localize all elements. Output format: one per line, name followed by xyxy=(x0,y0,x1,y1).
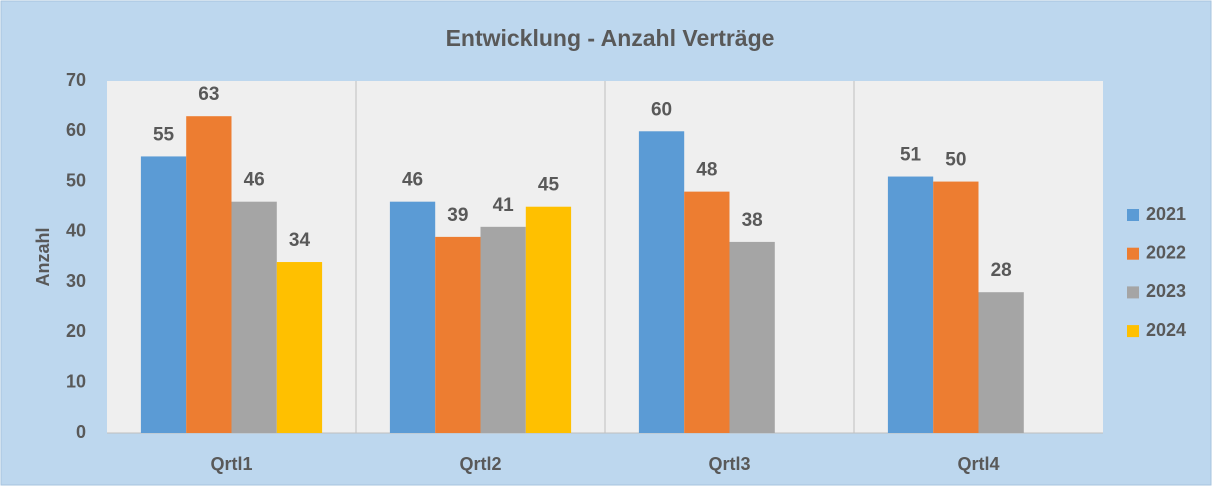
value-label: 48 xyxy=(696,160,717,181)
bar xyxy=(684,191,730,433)
y-axis-label: Anzahl xyxy=(33,227,53,286)
bar xyxy=(186,116,232,433)
value-label: 46 xyxy=(402,170,423,191)
bar xyxy=(978,292,1024,433)
legend-swatch xyxy=(1127,286,1139,299)
legend-swatch xyxy=(1127,209,1139,221)
bar xyxy=(140,156,187,433)
bar xyxy=(389,201,436,433)
bar xyxy=(887,176,934,434)
value-label: 39 xyxy=(447,205,468,226)
x-tick-label: Qrtl2 xyxy=(459,454,501,474)
value-label: 51 xyxy=(900,145,922,166)
y-tick-label: 70 xyxy=(66,70,86,90)
bar xyxy=(638,131,685,434)
bar xyxy=(480,226,526,433)
value-label: 46 xyxy=(244,170,265,191)
bar xyxy=(435,236,481,433)
bar xyxy=(525,206,572,433)
value-label: 63 xyxy=(198,84,219,105)
legend-swatch xyxy=(1127,325,1139,338)
y-tick-label: 40 xyxy=(66,221,86,241)
legend-label: 2022 xyxy=(1146,242,1186,262)
bar xyxy=(276,262,323,433)
y-tick-label: 50 xyxy=(66,170,86,190)
legend-label: 2024 xyxy=(1146,320,1186,340)
y-tick-label: 10 xyxy=(66,371,86,391)
y-tick-label: 0 xyxy=(76,422,86,442)
value-label: 45 xyxy=(538,175,560,196)
value-label: 50 xyxy=(945,150,966,171)
y-tick-label: 30 xyxy=(66,271,86,291)
y-tick-label: 20 xyxy=(66,321,86,341)
value-label: 34 xyxy=(289,230,311,251)
x-tick-label: Qrtl4 xyxy=(957,454,999,474)
bar xyxy=(231,201,277,433)
value-label: 38 xyxy=(742,210,763,231)
value-label: 41 xyxy=(493,195,515,216)
legend-label: 2021 xyxy=(1146,204,1186,224)
bar xyxy=(933,181,979,433)
x-tick-label: Qrtl1 xyxy=(210,454,252,474)
bar xyxy=(729,241,775,433)
value-label: 60 xyxy=(651,99,672,120)
chart-title: Entwicklung - Anzahl Verträge xyxy=(446,25,775,51)
legend-swatch xyxy=(1127,247,1139,260)
y-tick-label: 60 xyxy=(66,120,86,140)
legend-label: 2023 xyxy=(1146,281,1186,301)
value-label: 55 xyxy=(153,124,175,145)
value-label: 28 xyxy=(991,260,1012,281)
x-tick-label: Qrtl3 xyxy=(708,454,750,474)
